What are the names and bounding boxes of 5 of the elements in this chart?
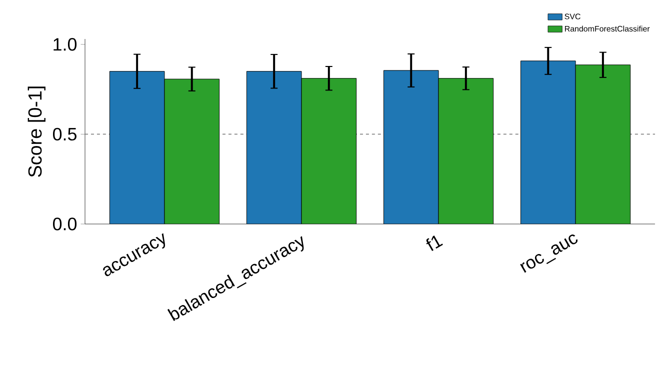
x-tick-label: f1 xyxy=(426,236,443,251)
y-tick-label: 1.0 xyxy=(54,38,77,51)
y-tick-label: 0.5 xyxy=(53,128,76,141)
y-tick-label: 0.0 xyxy=(53,218,77,230)
y-axis-title: Score [0-1] xyxy=(28,86,46,177)
